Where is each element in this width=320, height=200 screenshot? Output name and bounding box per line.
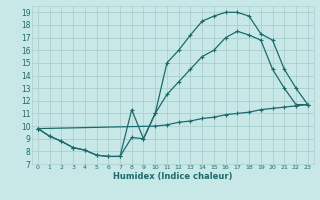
X-axis label: Humidex (Indice chaleur): Humidex (Indice chaleur) [113,172,233,181]
